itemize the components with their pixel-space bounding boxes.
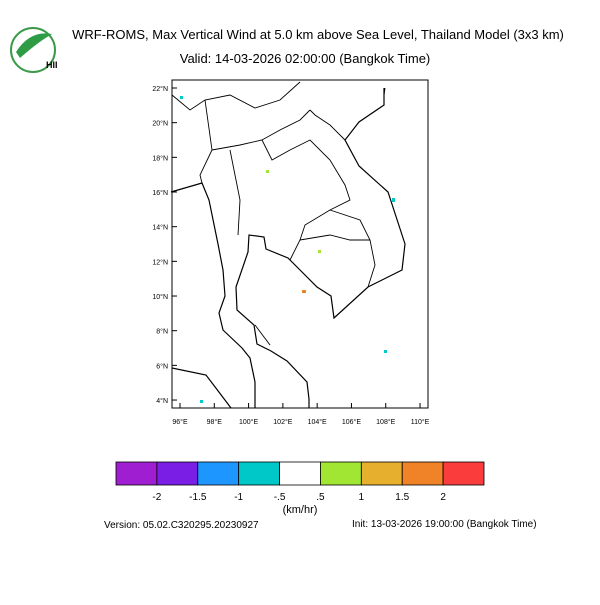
lat-label: 18°N (152, 154, 168, 162)
lat-label: 6°N (156, 362, 168, 370)
specks (180, 96, 395, 403)
colorbar-label: 1.5 (395, 492, 409, 503)
speck (384, 350, 387, 353)
lat-label: 10°N (152, 293, 168, 301)
borders (171, 81, 386, 346)
colorbar-label: -.5 (274, 492, 286, 503)
colorbar-label: 2 (440, 492, 446, 503)
colorbar-box (156, 461, 199, 486)
lat-label: 22°N (152, 85, 168, 93)
map-ticks: 22°N 20°N 18°N 16°N 14°N 12°N 10°N 8°N 6°N 4°N 96°… (152, 85, 429, 426)
lon-label: 106°E (342, 418, 361, 426)
colorbar-label: .5 (316, 492, 325, 503)
init: Init: 13-03-2026 19:00:00 (Bangkok Time) (352, 519, 537, 530)
coastline-sumatra (171, 367, 232, 409)
speck (302, 290, 306, 293)
logo: HII (10, 27, 58, 73)
coastline (235, 88, 406, 408)
map-frame (171, 79, 429, 409)
colorbar-label: -1 (234, 492, 243, 503)
speck (266, 170, 269, 173)
speck (318, 250, 321, 253)
map (170, 79, 429, 409)
colorbar-unit: (km/hr) (283, 504, 318, 516)
title: WRF-ROMS, Max Vertical Wind at 5.0 km ab… (72, 27, 564, 42)
speck (392, 198, 395, 202)
speck (200, 400, 203, 403)
colorbar-label: -2 (152, 492, 161, 503)
lon-label: 110°E (411, 418, 430, 426)
colorbar-label: 1 (359, 492, 365, 503)
version: Version: 05.02.C320295.20230927 (104, 520, 259, 531)
lat-label: 16°N (152, 189, 168, 197)
lon-label: 96°E (172, 418, 188, 426)
lat-label: 14°N (152, 224, 168, 232)
colorbar-box (115, 461, 158, 486)
lat-label: 8°N (156, 328, 168, 336)
subtitle: Valid: 14-03-2026 02:00:00 (Bangkok Time… (180, 51, 431, 66)
logo-leaf (16, 33, 52, 58)
lon-label: 102°E (273, 418, 292, 426)
colorbar-box (401, 461, 444, 486)
colorbar-box (442, 461, 485, 486)
speck (180, 96, 183, 99)
colorbar-box (279, 461, 321, 486)
lon-label: 104°E (308, 418, 327, 426)
coastline-west (170, 182, 256, 408)
colorbar-box (238, 461, 280, 486)
colorbar-box (320, 461, 362, 486)
lon-label: 98°E (207, 418, 223, 426)
lon-label: 108°E (376, 418, 395, 426)
colorbar-box (197, 461, 240, 486)
lat-label: 12°N (152, 258, 168, 266)
lat-label: 4°N (156, 397, 168, 405)
colorbar: -2 -1.5 -1 -.5 .5 1 1.5 2 (115, 461, 485, 503)
logo-text: HII (46, 60, 58, 70)
lon-label: 100°E (239, 418, 258, 426)
colorbar-box (360, 461, 403, 486)
colorbar-label: -1.5 (189, 492, 207, 503)
lat-label: 20°N (152, 120, 168, 128)
